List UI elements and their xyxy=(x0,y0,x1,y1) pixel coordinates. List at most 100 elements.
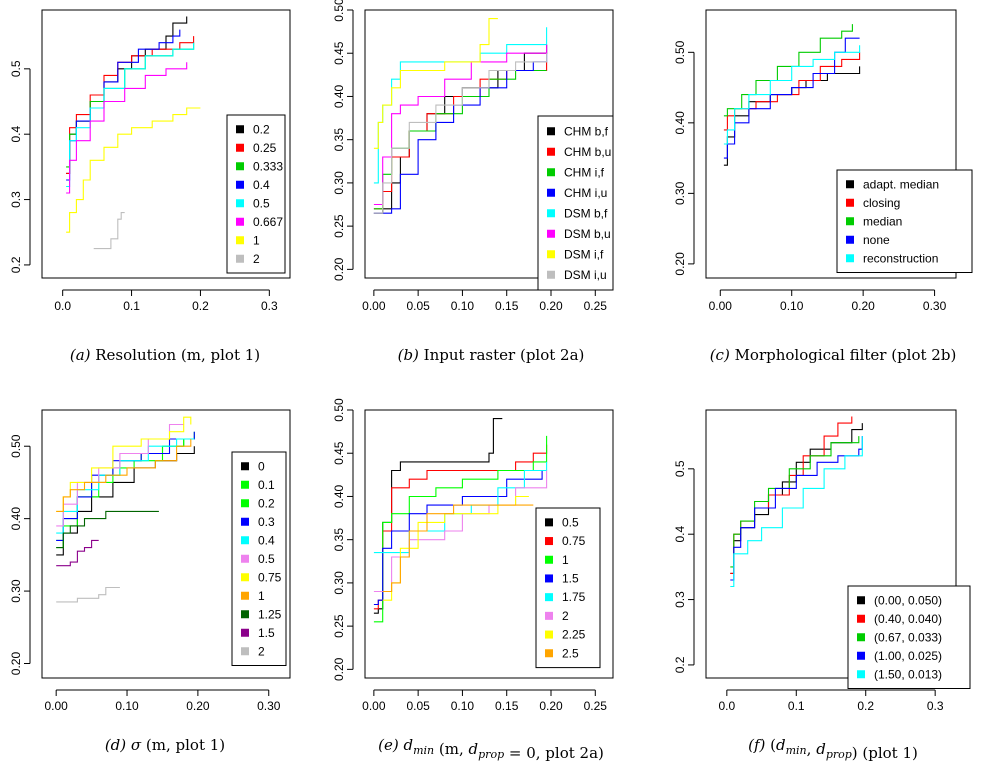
y-tick-label: 0.4 xyxy=(673,526,687,543)
legend-swatch xyxy=(857,596,865,605)
y-tick-label: 0.40 xyxy=(673,111,687,135)
chart-panel-b: 0.00 0.05 0.10 0.15 0.20 0.25 0.20 0.25 0.30 0.35… xyxy=(332,0,614,364)
series-line-10 xyxy=(56,539,99,567)
legend-swatch xyxy=(545,574,553,583)
caption-letter: (c) xyxy=(710,346,735,364)
plot-frame xyxy=(364,409,614,679)
legend-swatch xyxy=(545,518,553,527)
legend-box xyxy=(535,507,601,669)
legend-label: CHM i,u xyxy=(564,186,607,200)
legend-label: 1 xyxy=(253,233,260,247)
legend: 0 0.1 0.2 0.3 0.4 0.5 0.75 1 1.25 1.5 2 xyxy=(231,451,287,666)
y-tick-label: 0.5 xyxy=(9,60,23,77)
series-line-5 xyxy=(373,461,548,554)
x-tick-label: 0.2 xyxy=(857,699,874,713)
legend-label: 0.667 xyxy=(253,215,283,229)
series-line-5 xyxy=(66,42,195,188)
legend-label: (0.00, 0.050) xyxy=(874,593,942,607)
legend-swatch xyxy=(545,611,553,620)
caption-text: (m, plot 1) xyxy=(141,736,225,754)
legend-swatch xyxy=(236,143,244,152)
legend-swatch xyxy=(846,254,854,263)
series-line-3 xyxy=(66,42,195,168)
x-tick-label: 0.00 xyxy=(362,699,386,713)
legend-label: 0.4 xyxy=(258,533,275,547)
legend-label: 1.5 xyxy=(562,571,579,585)
series-line-11 xyxy=(56,586,120,603)
series-line-5 xyxy=(723,45,861,145)
y-tick-label: 0.45 xyxy=(332,41,346,65)
y-tick-label: 0.30 xyxy=(673,181,687,205)
x-tick-label: 0.0 xyxy=(54,299,71,313)
legend-box xyxy=(226,114,286,274)
series-line-1 xyxy=(66,16,188,174)
caption-text: Morphological filter (plot 2b) xyxy=(735,346,957,364)
x-tick-label: 0.05 xyxy=(406,699,430,713)
y-tick-label: 0.20 xyxy=(332,257,346,281)
y-tick-label: 0.40 xyxy=(332,484,346,508)
legend-label: 0.25 xyxy=(253,141,277,155)
legend-label: CHM b,f xyxy=(564,124,609,138)
legend: adapt. median closing median none reconstruc… xyxy=(836,169,973,273)
legend-swatch xyxy=(236,162,244,171)
y-tick-label: 0.2 xyxy=(673,656,687,673)
plot-frame xyxy=(705,9,957,279)
series-line-8 xyxy=(56,439,192,512)
legend-swatch xyxy=(241,536,249,545)
x-tick-label: 0.10 xyxy=(115,699,139,713)
panel-caption: (a) Resolution (m, plot 1) xyxy=(70,346,260,364)
series-line-8 xyxy=(93,212,125,250)
caption-text: = 0, plot 2a) xyxy=(504,744,604,762)
legend: CHM b,f CHM b,u CHM i,f CHM i,u DSM b,f DSM b… xyxy=(537,115,614,291)
panel-caption: (f) (dmin, dprop) (plot 1) xyxy=(748,736,918,762)
legend-label: (1.50, 0.013) xyxy=(874,667,942,681)
legend-label: DSM b,f xyxy=(564,206,608,220)
legend-box xyxy=(847,585,971,689)
series-line-4 xyxy=(373,53,548,214)
x-tick-label: 0.0 xyxy=(718,699,735,713)
legend-swatch xyxy=(547,188,555,197)
caption-letter: (a) xyxy=(70,346,95,364)
caption-text: Resolution (m, plot 1) xyxy=(95,346,260,364)
legend-label: 1 xyxy=(562,553,569,567)
y-tick-label: 0.25 xyxy=(332,614,346,638)
x-tick-label: 0.15 xyxy=(495,299,519,313)
legend-swatch xyxy=(547,168,555,177)
y-tick-label: 0.50 xyxy=(9,434,23,458)
legend-swatch xyxy=(545,630,553,639)
x-tick-label: 0.20 xyxy=(851,299,875,313)
caption-text: ) (plot 1) xyxy=(852,744,918,762)
series-line-3 xyxy=(373,435,548,623)
legend-label: (1.00, 0.025) xyxy=(874,649,942,663)
x-tick-label: 0.20 xyxy=(539,299,563,313)
legend-label: reconstruction xyxy=(863,251,938,265)
chart-panel-a: 0.0 0.1 0.2 0.30.20.30.40.50.20.250.3330.40… xyxy=(9,9,291,364)
legend: 0.5 0.75 1 1.5 1.75 2 2.25 2.5 xyxy=(535,507,601,669)
caption-math: d xyxy=(776,736,786,754)
y-tick-label: 0.3 xyxy=(673,591,687,608)
series-line-8 xyxy=(373,53,548,214)
panel-caption: (c) Morphological filter (plot 2b) xyxy=(710,346,957,364)
legend-label: (0.67, 0.033) xyxy=(874,630,942,644)
legend-swatch xyxy=(545,649,553,658)
caption-letter: (d) xyxy=(105,736,131,754)
legend-label: CHM b,u xyxy=(564,145,611,159)
legend-label: 2.25 xyxy=(562,628,586,642)
legend-swatch xyxy=(547,229,555,238)
series-line-2 xyxy=(730,416,853,574)
legend: 0.2 0.25 0.333 0.4 0.5 0.667 1 2 xyxy=(226,114,286,274)
series-line-3 xyxy=(730,436,860,568)
legend-swatch xyxy=(545,555,553,564)
legend-swatch xyxy=(846,180,854,189)
y-tick-label: 0.40 xyxy=(9,507,23,531)
legend-label: DSM i,f xyxy=(564,247,604,261)
y-tick-label: 0.30 xyxy=(332,571,346,595)
series-line-2 xyxy=(373,61,548,210)
legend-swatch xyxy=(236,254,244,263)
legend-label: median xyxy=(863,214,902,228)
legend-label: closing xyxy=(863,196,900,210)
x-tick-label: 0.10 xyxy=(780,299,804,313)
series-line-1 xyxy=(723,66,861,166)
legend-swatch xyxy=(545,593,553,602)
caption-math: d xyxy=(816,740,826,758)
